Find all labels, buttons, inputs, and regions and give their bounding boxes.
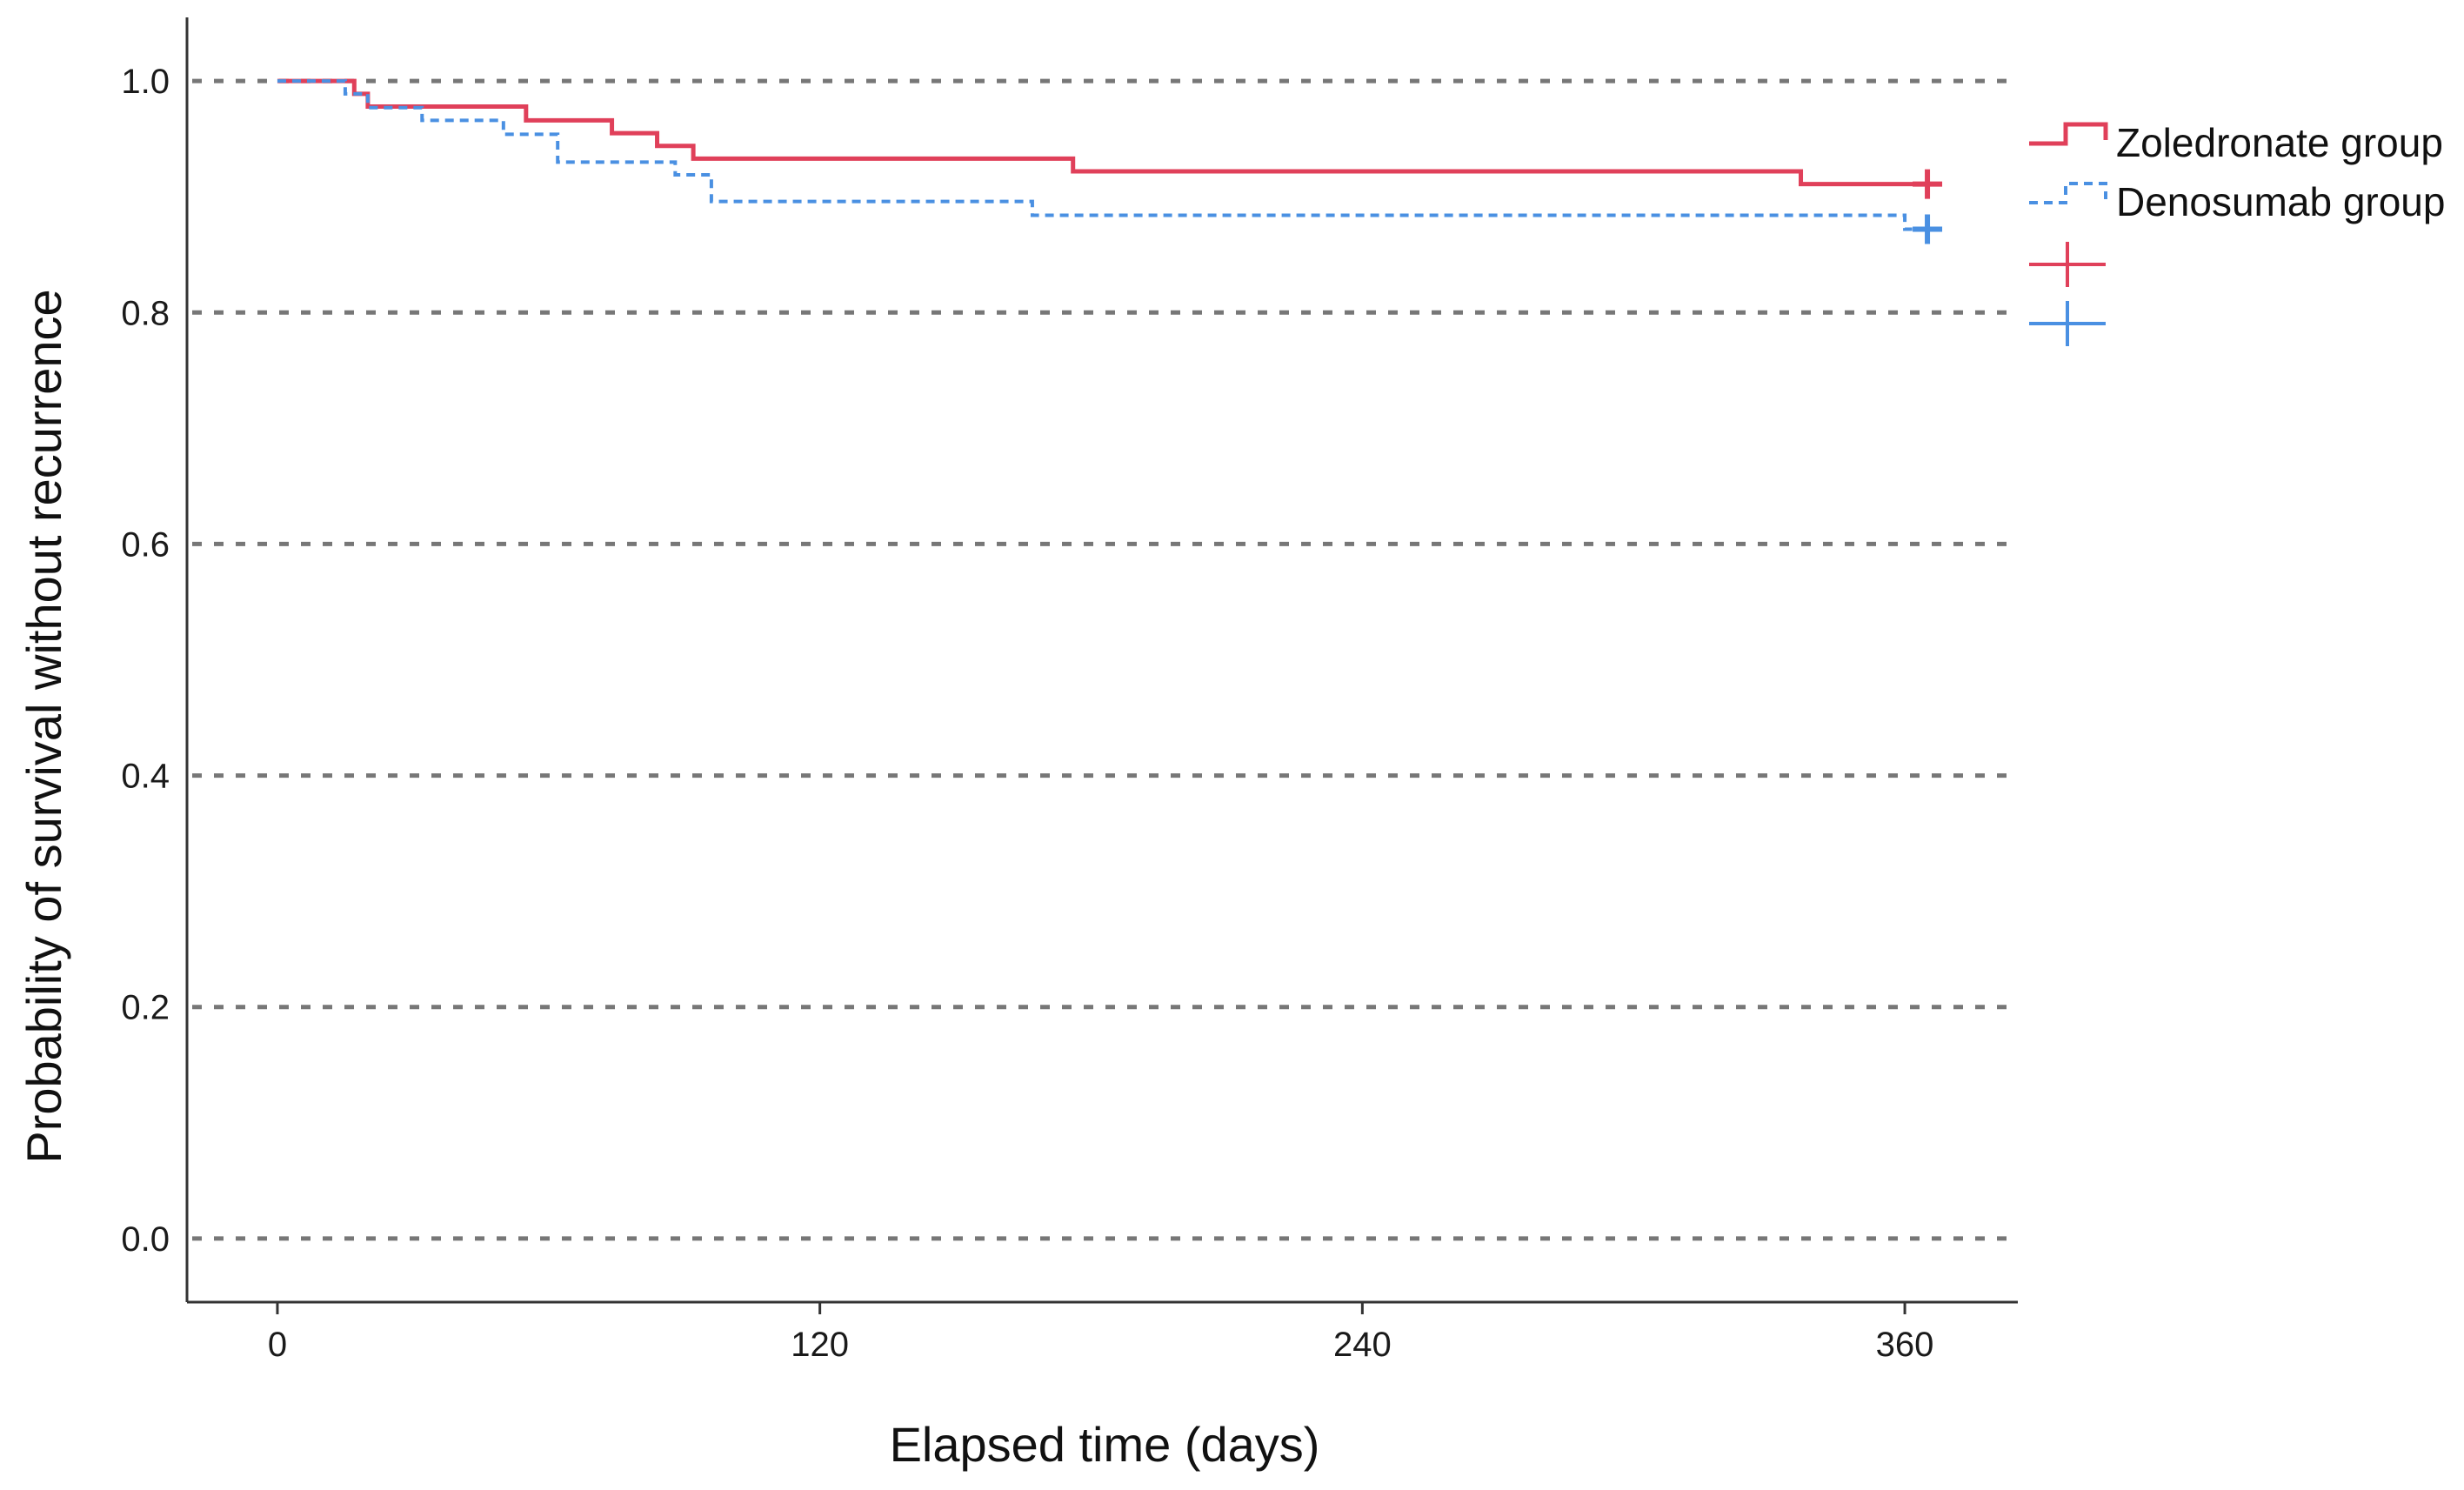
- legend-censor-marker-1: [2029, 301, 2106, 346]
- censor-marks: [1913, 169, 1943, 244]
- x-tick-label-1: 120: [791, 1326, 849, 1364]
- legend-swatch-1: [2029, 182, 2107, 204]
- y-axis-title: Probability of survival without recurren…: [17, 289, 71, 1163]
- series-lines: [277, 78, 1928, 231]
- legend-censor-marker-0: [2029, 242, 2106, 287]
- legend: Zoledronate group Denosumab group: [2029, 120, 2445, 346]
- y-ticks: 0.0 0.2 0.4 0.6 0.8 1.0: [121, 63, 170, 1259]
- y-tick-label-4: 0.8: [121, 294, 170, 332]
- x-ticks: 0 120 240 360: [268, 1302, 1934, 1364]
- legend-item-0: Zoledronate group: [2029, 120, 2443, 165]
- x-axis-title: Elapsed time (days): [890, 1417, 1320, 1472]
- legend-label-0: Zoledronate group: [2116, 120, 2443, 165]
- axes: [185, 17, 2018, 1304]
- y-tick-label-3: 0.6: [121, 525, 170, 564]
- y-tick-label-2: 0.4: [121, 758, 170, 796]
- y-tick-label-5: 1.0: [121, 63, 170, 101]
- series-line-0: [277, 78, 1928, 187]
- grid-lines: [192, 78, 2009, 1241]
- series-line-1: [277, 79, 1928, 231]
- x-tick-label-0: 0: [268, 1326, 287, 1364]
- y-tick-label-1: 0.2: [121, 989, 170, 1027]
- legend-swatch-0: [2029, 122, 2108, 146]
- legend-item-1: Denosumab group: [2029, 179, 2445, 224]
- censor-mark-0-0: [1913, 169, 1943, 199]
- censor-mark-1-0: [1913, 214, 1943, 244]
- x-tick-label-3: 360: [1876, 1326, 1934, 1364]
- y-tick-label-0: 0.0: [121, 1220, 170, 1259]
- legend-label-1: Denosumab group: [2116, 179, 2445, 224]
- x-tick-label-2: 240: [1333, 1326, 1392, 1364]
